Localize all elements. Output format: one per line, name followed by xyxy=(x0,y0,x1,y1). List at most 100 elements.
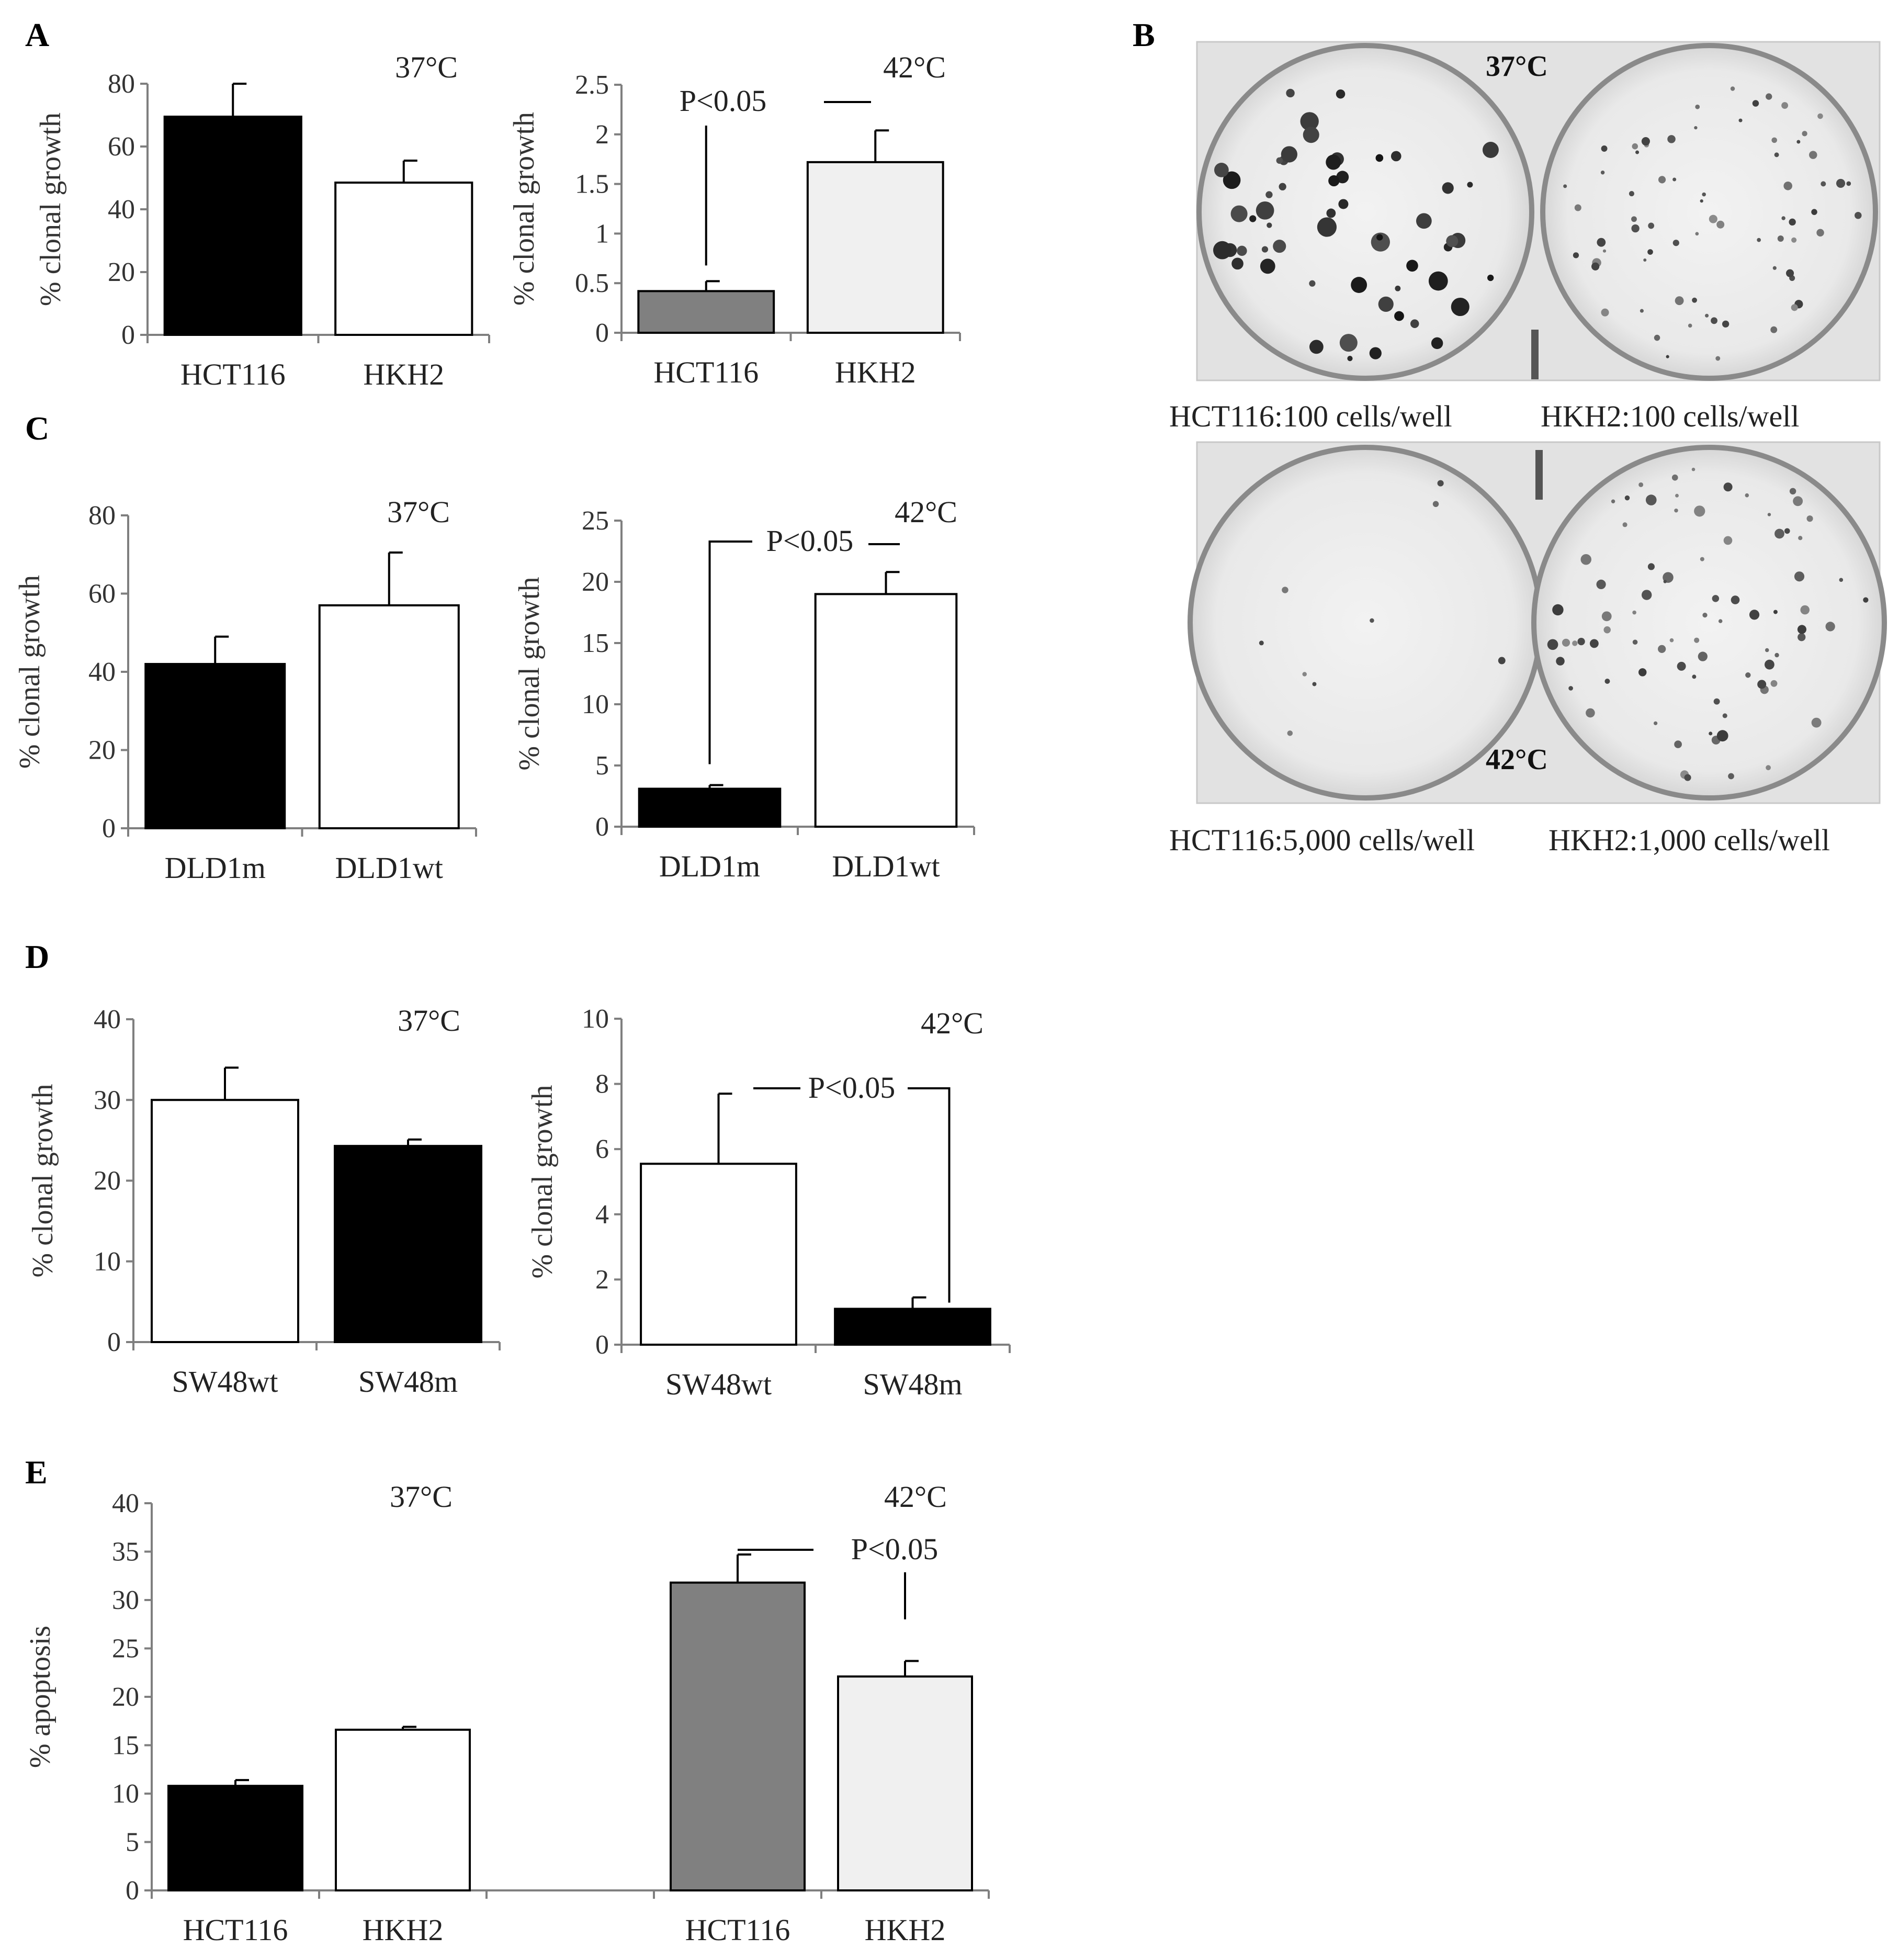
category-label: DLD1wt xyxy=(335,851,443,885)
chart-d-42c: 0 2 4 6 8 10 % clonal growth 42°C SW48wt SW48m P<0… xyxy=(526,1004,1011,1401)
colony xyxy=(1611,499,1615,503)
colony xyxy=(1632,143,1638,150)
colony xyxy=(1783,181,1792,190)
y-tick-label: 0.5 xyxy=(575,268,609,298)
colony xyxy=(1237,245,1247,256)
temperature-label: 42°C xyxy=(921,1006,984,1040)
bar xyxy=(334,1145,482,1344)
colony xyxy=(1589,639,1599,648)
colony xyxy=(1369,347,1382,359)
colony xyxy=(1757,680,1767,689)
bar xyxy=(151,1099,299,1343)
colony xyxy=(1806,515,1813,522)
significance-label: P<0.05 xyxy=(680,84,766,118)
colony xyxy=(1604,678,1610,684)
colony xyxy=(1336,89,1346,99)
y-tick-label: 5 xyxy=(126,1828,139,1857)
colony xyxy=(1371,232,1390,252)
bar xyxy=(334,182,473,336)
colony xyxy=(1375,154,1384,162)
colony xyxy=(1213,241,1231,260)
y-tick-label: 10 xyxy=(582,690,609,719)
y-tick-label: 2 xyxy=(595,120,609,150)
colony xyxy=(1547,639,1558,650)
colony xyxy=(1731,595,1740,604)
colony xyxy=(1645,494,1657,505)
colony xyxy=(1378,296,1394,312)
y-tick-label: 0 xyxy=(595,1330,609,1360)
colony xyxy=(1766,93,1772,100)
colony xyxy=(1698,651,1708,661)
colony xyxy=(1802,131,1807,137)
colony xyxy=(1794,571,1805,582)
temperature-label: 37°C xyxy=(395,50,458,84)
category-label: SW48m xyxy=(358,1365,458,1399)
category-label: DLD1m xyxy=(165,851,266,885)
colony xyxy=(1654,334,1660,341)
colony xyxy=(1688,323,1692,328)
colony xyxy=(1684,774,1691,781)
dish-separator-mark-bottom xyxy=(1535,450,1543,500)
photo-caption-hct116-5000: HCT116:5,000 cells/well xyxy=(1169,823,1475,857)
colony xyxy=(1774,152,1779,157)
bar xyxy=(837,1675,973,1891)
colony xyxy=(1638,668,1647,677)
colony xyxy=(1231,257,1244,270)
temperature-label: 42°C xyxy=(883,50,946,84)
chart-c-37c: 0 20 40 60 80 % clonal growth 37°C DLD1m DLD1wt xyxy=(14,495,477,885)
colony xyxy=(1671,474,1678,481)
colony xyxy=(1347,356,1353,362)
bar xyxy=(163,116,302,336)
colony xyxy=(1716,730,1728,742)
photo-label-42c: 42°C xyxy=(1486,744,1548,776)
y-tick-label: 4 xyxy=(595,1200,609,1230)
colony xyxy=(1276,157,1283,164)
colony xyxy=(1300,112,1319,131)
colony xyxy=(1821,181,1826,187)
colony xyxy=(1718,619,1723,623)
colony xyxy=(1658,645,1666,653)
colony xyxy=(1556,657,1565,666)
colony xyxy=(1789,488,1796,495)
colony xyxy=(1312,682,1317,686)
colony xyxy=(1722,320,1730,328)
colony xyxy=(1638,482,1644,487)
y-tick-label: 80 xyxy=(108,69,135,99)
colony xyxy=(1694,505,1705,517)
colony xyxy=(1437,480,1444,487)
colony xyxy=(1279,183,1286,190)
colony xyxy=(1632,639,1638,645)
colony xyxy=(1647,249,1653,255)
colony xyxy=(1773,610,1778,614)
colony xyxy=(1552,604,1564,616)
photo-label-37c: 37°C xyxy=(1486,50,1548,83)
category-label: SW48wt xyxy=(665,1367,772,1401)
colony xyxy=(1674,740,1682,748)
colony xyxy=(1766,765,1771,771)
colony xyxy=(1713,698,1720,705)
temperature-label: 37°C xyxy=(387,495,450,529)
y-tick-label: 60 xyxy=(88,579,116,609)
colonies-hct116-42c xyxy=(1259,480,1506,736)
bar xyxy=(637,290,775,334)
temperature-label: 42°C xyxy=(884,1480,947,1514)
significance-label: P<0.05 xyxy=(766,524,853,558)
photo-caption-hct116-100: HCT116:100 cells/well xyxy=(1169,399,1452,433)
colony-photo-top: 37°C xyxy=(1196,41,1881,381)
colony xyxy=(1601,308,1609,317)
y-tick-label: 10 xyxy=(112,1779,139,1809)
colony xyxy=(1709,731,1713,736)
y-axis-label: % apoptosis xyxy=(24,1626,56,1768)
colony xyxy=(1745,672,1751,678)
bar xyxy=(144,663,286,830)
colony xyxy=(1302,672,1307,677)
colony xyxy=(1839,578,1844,582)
colony xyxy=(1663,580,1667,583)
colony xyxy=(1562,638,1570,647)
colonies-hkh2-37c xyxy=(1563,86,1862,361)
colony xyxy=(1791,237,1797,243)
colony xyxy=(1846,181,1851,186)
colony xyxy=(1214,163,1229,177)
colony xyxy=(1572,640,1578,646)
colony xyxy=(1632,610,1636,615)
